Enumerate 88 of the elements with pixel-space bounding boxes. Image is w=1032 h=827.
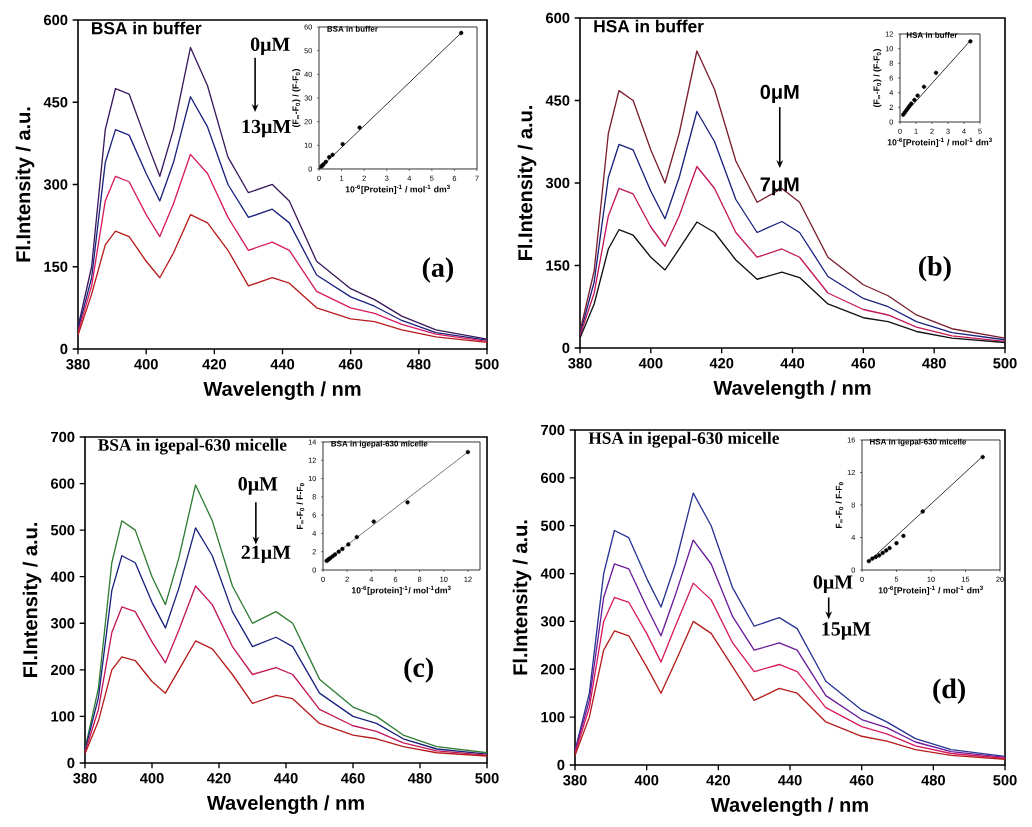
annotation: (a) xyxy=(422,257,454,283)
x-tick-label: 480 xyxy=(406,359,431,370)
x-tick-label: 400 xyxy=(140,773,164,784)
x-tick-label: 380 xyxy=(563,775,587,786)
y-tick-label: 100 xyxy=(541,711,565,723)
x-tick-label: 380 xyxy=(66,359,90,370)
x-tick-label: 440 xyxy=(274,773,298,784)
y-axis-title: F$_{∞}$-F$_{0}$ / F-F$_{0}$ xyxy=(835,482,844,529)
annotation: 0μM xyxy=(250,37,290,56)
y-tick-label: 600 xyxy=(546,12,570,24)
y-tick-label: 0 xyxy=(562,342,570,354)
x-tick-label: 420 xyxy=(709,358,734,369)
annotation: 15μM xyxy=(822,622,871,640)
chart-title: HSA in igepal-630 micelle xyxy=(588,431,779,448)
x-tick-label: 440 xyxy=(778,775,802,786)
y-tick-label: 600 xyxy=(541,472,565,484)
x-axis-title: Wavelength / nm xyxy=(710,797,868,816)
y-tick-label: 450 xyxy=(43,97,68,108)
y-axis-title: Fl.Intensity / a.u. xyxy=(517,106,537,260)
y-tick-label: 150 xyxy=(44,261,68,272)
x-axis-title: 10$^{-6}$[Protein]$^{-1}$ / mol$^{-1}$ dm$^{3}$ xyxy=(887,137,992,148)
annotation: (d) xyxy=(933,678,965,704)
y-tick-label: 0 xyxy=(67,757,75,769)
chart-title: HSA in buffer xyxy=(594,19,704,33)
x-axis-title: Wavelength / nm xyxy=(206,795,364,814)
chart-title: HSA in buffer xyxy=(906,32,958,38)
y-tick-label: 500 xyxy=(50,524,75,536)
annotation: 0μM xyxy=(238,477,278,495)
x-axis-title: 10$^{-6}$[Protein]$^{-1}$ / mol$^{-1}$ dm$^{3}$ xyxy=(345,184,450,195)
y-tick-label: 0 xyxy=(557,759,565,771)
x-axis-title: 10$^{-6}$[Protein]$^{-1}$ / mol$^{-1}$ dm$^{3}$ xyxy=(878,585,983,596)
x-tick-label: 440 xyxy=(270,359,295,370)
annotation: 7μM xyxy=(760,177,799,196)
x-tick-label: 420 xyxy=(207,773,231,784)
x-tick-label: 460 xyxy=(341,773,365,784)
y-tick-label: 700 xyxy=(51,431,75,443)
annotation: 13μM xyxy=(242,119,291,138)
annotation: 21μM xyxy=(241,545,291,564)
x-tick-label: 440 xyxy=(780,358,805,369)
y-axis-title: F$_{∞}$-F$_{0}$ / F-F$_{0}$ xyxy=(296,483,305,530)
y-axis-title: Fl.Intensity / a.u. xyxy=(22,523,42,677)
y-tick-label: 100 xyxy=(51,711,75,722)
x-axis-title: 10$^{-6}$[protein]$^{-1}$/ mol$^{-1}$dm$^{3}$ xyxy=(351,585,451,596)
x-axis-title: Wavelength / nm xyxy=(713,380,871,399)
x-axis-title: Wavelength / nm xyxy=(203,381,361,400)
x-tick-label: 420 xyxy=(706,775,730,786)
x-tick-label: 500 xyxy=(475,359,499,370)
y-tick-label: 500 xyxy=(540,520,565,531)
annotation: 0μM xyxy=(760,84,799,103)
chart-title: BSA in buffer xyxy=(92,21,202,35)
x-tick-label: 500 xyxy=(993,358,1017,369)
x-tick-label: 420 xyxy=(202,359,226,370)
x-tick-label: 400 xyxy=(634,775,659,786)
y-tick-label: 0 xyxy=(60,343,68,355)
y-tick-label: 300 xyxy=(50,618,75,629)
y-tick-label: 300 xyxy=(540,616,565,627)
x-tick-label: 400 xyxy=(638,358,663,369)
y-tick-label: 300 xyxy=(43,179,68,190)
chart-title: BSA in igepal-630 micelle xyxy=(331,440,428,449)
x-tick-label: 460 xyxy=(851,358,875,369)
x-tick-label: 400 xyxy=(134,359,158,370)
chart-title: BSA in igepal-630 micelle xyxy=(98,438,287,455)
y-tick-label: 450 xyxy=(545,95,570,106)
annotation: (c) xyxy=(404,657,433,683)
x-tick-label: 500 xyxy=(475,773,499,784)
y-tick-label: 200 xyxy=(50,664,75,676)
annotation: 0μM xyxy=(813,575,853,593)
chart-title: BSA in buffer xyxy=(327,25,378,32)
x-tick-label: 460 xyxy=(849,775,874,786)
y-tick-label: 300 xyxy=(545,177,570,189)
y-tick-label: 700 xyxy=(541,424,565,436)
y-axis-title: Fl.Intensity / a.u. xyxy=(512,520,532,675)
y-axis-title: (F$_{∞}$-F$_{0}$) / (F-F$_{0}$) xyxy=(873,49,882,107)
y-tick-label: 600 xyxy=(44,14,68,26)
y-tick-label: 150 xyxy=(546,260,570,271)
x-tick-label: 460 xyxy=(338,359,363,370)
y-tick-label: 200 xyxy=(540,664,565,675)
x-tick-label: 500 xyxy=(993,775,1017,786)
x-tick-label: 480 xyxy=(921,775,945,786)
x-tick-label: 480 xyxy=(408,773,432,784)
annotation: (b) xyxy=(919,256,951,282)
x-tick-label: 380 xyxy=(73,773,97,784)
x-tick-label: 380 xyxy=(568,358,592,369)
chart-title: HSA in igepal-630 micelle xyxy=(870,438,967,447)
y-tick-label: 600 xyxy=(51,478,75,489)
y-axis-title: (F$_{∞}$-F$_{0}$) / (F-F$_{0}$) xyxy=(292,69,301,127)
x-tick-label: 480 xyxy=(922,358,946,369)
y-axis-title: Fl.Intensity / a.u. xyxy=(15,107,35,262)
